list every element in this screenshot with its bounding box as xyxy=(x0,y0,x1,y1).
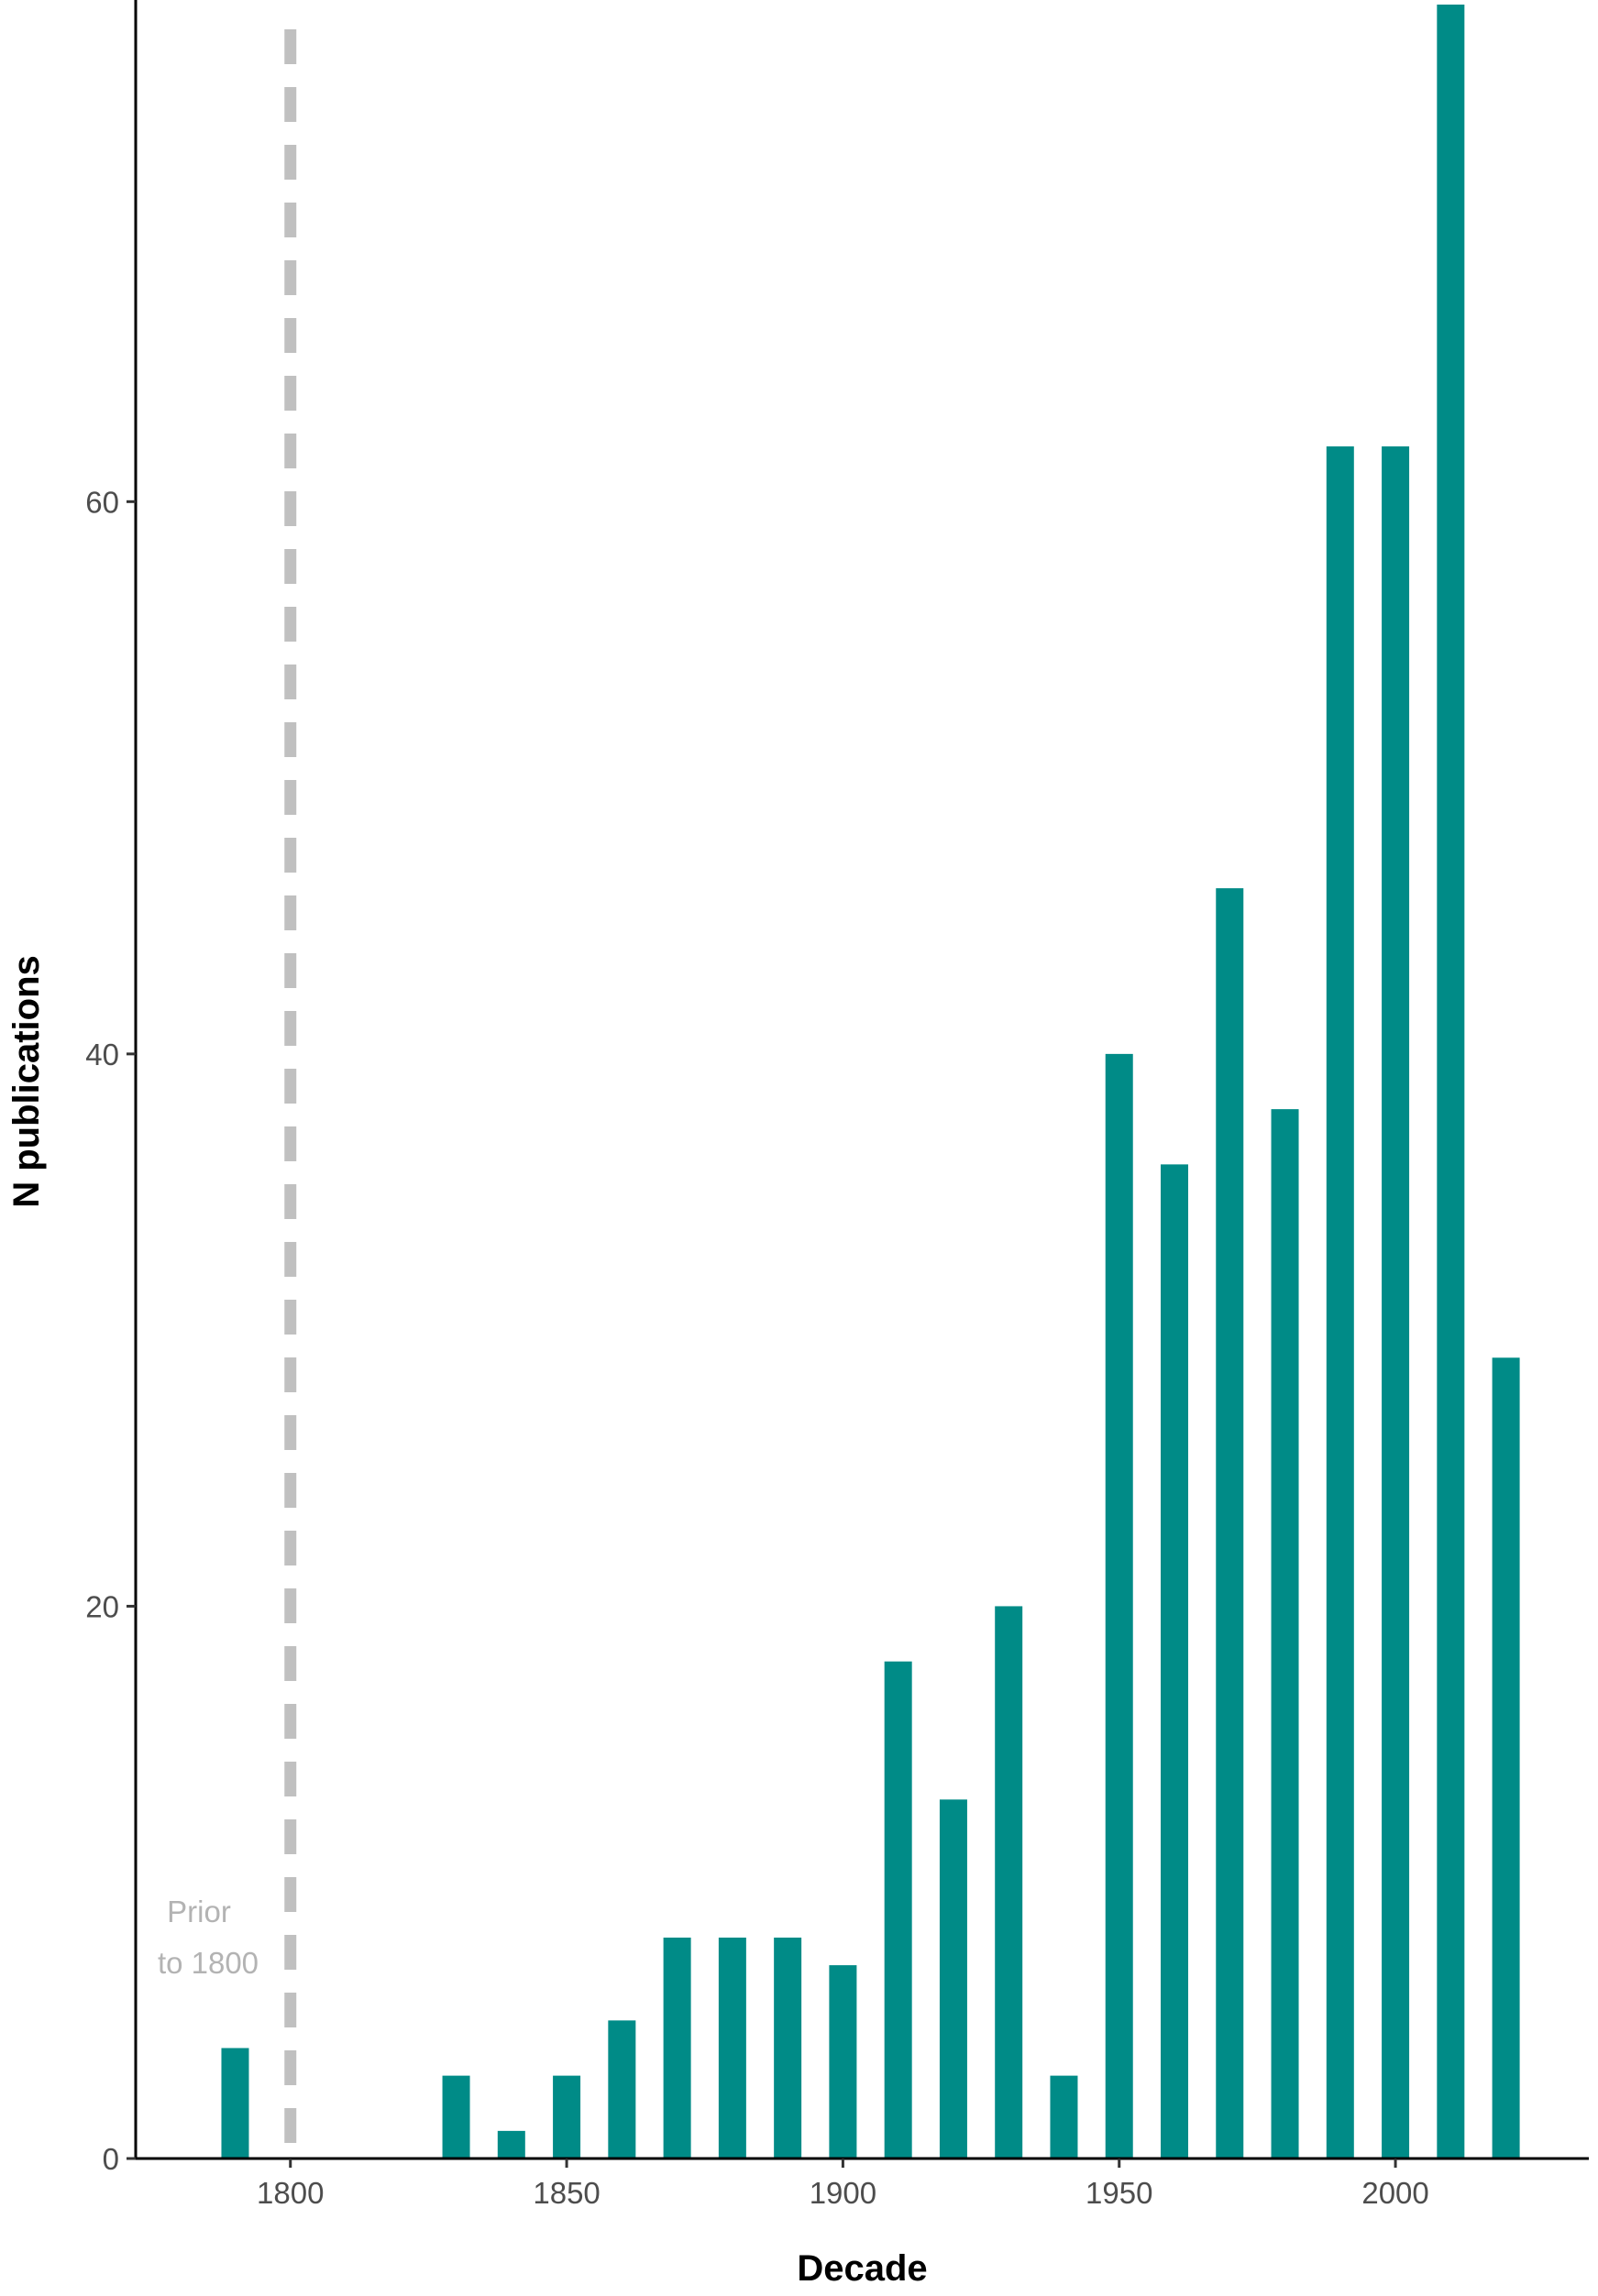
bar-1830 xyxy=(442,2075,470,2159)
bar-1950 xyxy=(1105,1053,1133,2159)
x-tick-label-2000: 2000 xyxy=(1361,2176,1428,2210)
bar-2000 xyxy=(1382,446,1410,2159)
bar-1880 xyxy=(718,1937,746,2159)
y-tick-label-0: 0 xyxy=(103,2142,119,2176)
bar-1990 xyxy=(1326,446,1354,2159)
bar-1960 xyxy=(1161,1164,1189,2159)
y-axis-ticks: 0 20 40 60 xyxy=(85,485,136,2176)
y-tick-label-20: 20 xyxy=(85,1589,119,1623)
bar-1860 xyxy=(608,2020,636,2159)
bar-1940 xyxy=(1050,2075,1078,2159)
y-tick-label-40: 40 xyxy=(85,1038,119,1071)
bar-1870 xyxy=(663,1937,691,2159)
bar-1890 xyxy=(774,1937,802,2159)
bar-1920 xyxy=(939,1799,967,2159)
bar-1850 xyxy=(553,2075,581,2159)
x-axis-title: Decade xyxy=(797,2248,927,2289)
bar-1980 xyxy=(1271,1109,1299,2159)
reference-annotation-line-1: Prior xyxy=(167,1895,231,1928)
bar-2010 xyxy=(1437,5,1465,2159)
x-tick-label-1900: 1900 xyxy=(810,2176,876,2210)
x-tick-label-1800: 1800 xyxy=(257,2176,324,2210)
bar-2020 xyxy=(1492,1357,1520,2159)
bars-layer xyxy=(221,5,1520,2159)
bar-1840 xyxy=(497,2130,525,2159)
bar-1910 xyxy=(884,1661,912,2159)
bar-1970 xyxy=(1216,888,1244,2159)
bar-1790 xyxy=(221,2048,249,2159)
bar-1900 xyxy=(829,1965,857,2159)
reference-annotation-line-2: to 1800 xyxy=(158,1946,259,1980)
x-axis-ticks: 1800 1850 1900 1950 2000 xyxy=(257,2159,1429,2210)
x-tick-label-1950: 1950 xyxy=(1086,2176,1152,2210)
bar-1930 xyxy=(995,1606,1023,2159)
y-tick-label-60: 60 xyxy=(85,485,119,519)
x-tick-label-1850: 1850 xyxy=(533,2176,600,2210)
y-axis-title: N publications xyxy=(6,955,47,1208)
